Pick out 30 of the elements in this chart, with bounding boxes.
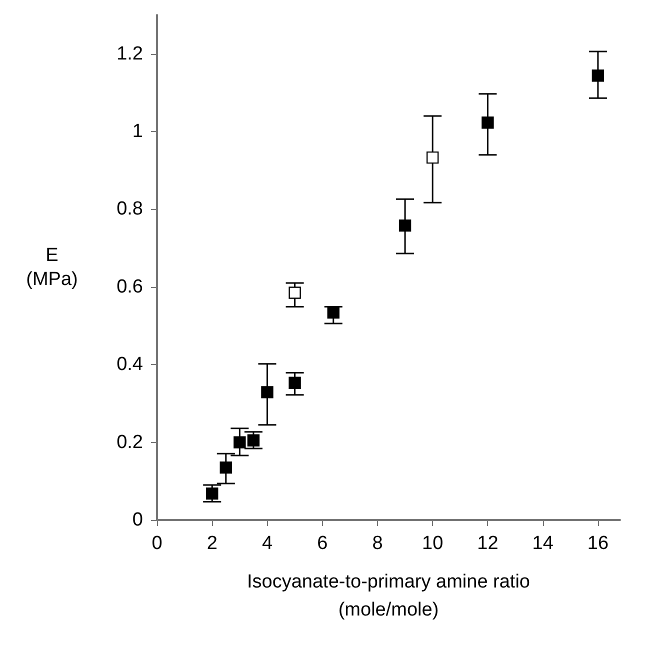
point (592, 70, 604, 82)
point (426, 151, 439, 164)
point (288, 286, 301, 299)
x-tick-label: 0 (152, 533, 162, 554)
x-axis-title: Isocyanate-to-primary amine ratio (mole/mole) (247, 572, 530, 620)
y-tick-label: 0.6 (116, 276, 143, 298)
x-tick-label: 10 (422, 533, 444, 554)
point (206, 487, 218, 500)
point (482, 116, 494, 129)
y-tick-label: 0.8 (116, 198, 143, 220)
point (288, 376, 301, 389)
y-tick-label: 0.2 (116, 432, 143, 453)
y-axis-title: E (MPa) (26, 245, 78, 290)
x-tick-label: 2 (206, 533, 218, 554)
y-tick-label: 0 (132, 510, 143, 530)
x-tick-label: 16 (587, 533, 609, 554)
x-tick-label: 12 (477, 533, 498, 554)
x-tick-label: 8 (372, 533, 383, 554)
x-tick-label: 14 (532, 533, 554, 554)
y-tick-label: 0.4 (116, 354, 144, 376)
point (234, 436, 246, 448)
point (247, 434, 260, 446)
point (220, 461, 232, 474)
point (261, 386, 274, 398)
x-tick-label: 4 (262, 533, 273, 554)
point (327, 306, 340, 319)
point (398, 219, 412, 232)
y-tick-label: 1 (132, 121, 143, 142)
y-tick-label: 1.2 (116, 43, 143, 64)
x-tick-label: 6 (317, 533, 328, 554)
